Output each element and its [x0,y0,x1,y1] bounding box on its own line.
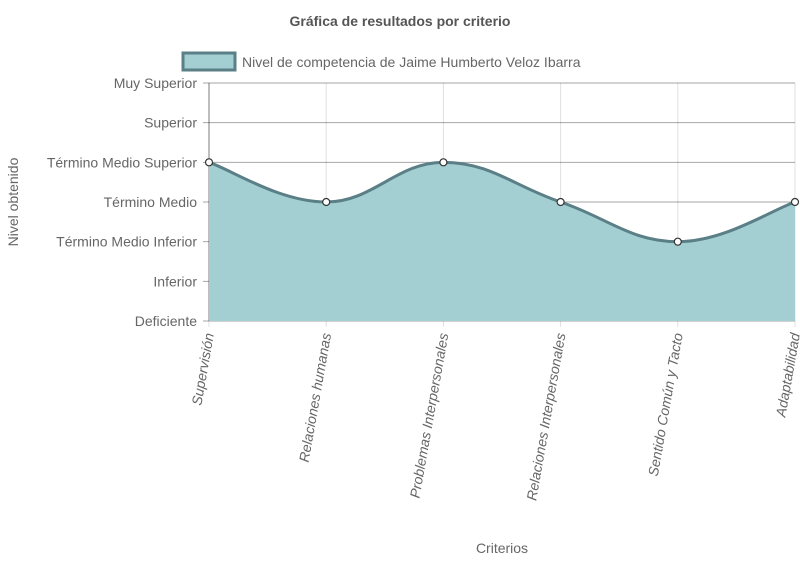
legend[interactable]: Nivel de competencia de Jaime Humberto V… [181,51,581,72]
data-point[interactable] [322,197,331,207]
y-tick-label: Término Medio Superior [47,154,198,170]
x-tick-label: Sentido Común y Tacto [645,332,686,478]
data-points [204,158,800,246]
legend-swatch [181,51,237,72]
data-point[interactable] [204,158,214,167]
x-tick-label: Supervisión [188,332,216,407]
x-tick-label: Problemas Interpersonales [407,332,452,500]
x-axis-label: Criterios [476,540,528,556]
data-point[interactable] [556,197,565,207]
x-tick-label: Relaciones Interpersonales [523,332,568,502]
legend-label: Nivel de competencia de Jaime Humberto V… [242,54,581,70]
y-tick-labels: Deficiente Inferior Término Medio Inferior… [47,75,198,329]
series-line [208,160,796,244]
x-tick-labels: Supervisión Relaciones humanas Problemas I… [188,331,800,502]
y-tick-label: Inferior [153,273,197,289]
y-tick-label: Término Medio Inferior [56,234,197,250]
x-tick-label: Relaciones humanas [296,332,334,464]
y-tick-label: Muy Superior [114,75,198,91]
plot-area [208,160,796,321]
data-point[interactable] [790,197,800,207]
x-tick-label: Adaptabilidad [772,331,800,420]
y-axis-label: Nivel obtenido [5,157,21,246]
data-point[interactable] [673,237,682,246]
chart-title: Gráfica de resultados por criterio [290,13,511,29]
y-tick-label: Término Medio [104,194,198,210]
y-tick-label: Superior [144,115,197,131]
series-area-fill [209,162,795,321]
data-point[interactable] [439,158,448,167]
y-tick-label: Deficiente [135,313,197,329]
